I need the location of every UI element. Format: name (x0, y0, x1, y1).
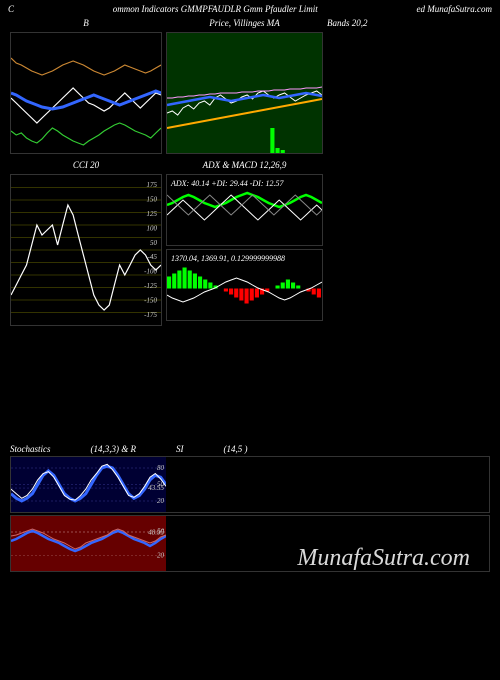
svg-text:20: 20 (157, 551, 165, 559)
row-1: B Price, Villinges MA Bands 20,2 (0, 18, 500, 154)
stoch-params: (14,3,3) & R (91, 444, 137, 454)
svg-text:150: 150 (147, 195, 158, 203)
chart-adx: ADX: 40.14 +DI: 29.44 -DI: 12.57 (167, 175, 322, 245)
svg-text:ADX: 40.14 +DI: 29.44 -DI:: ADX: 40.14 +DI: 29.44 -DI: 12.57 (170, 179, 284, 188)
panel-price: Price, Villinges MA (166, 18, 323, 154)
svg-text:20: 20 (157, 497, 165, 505)
panel-adx-title: ADX & MACD 12,26,9 (166, 160, 323, 172)
rsi-params: (14,5 ) (224, 444, 248, 454)
stoch-label: Stochastics (10, 444, 51, 454)
chart-macd: 1370.04, 1369.91, 0.129999999988 (167, 250, 322, 320)
svg-text:175: 175 (147, 181, 158, 189)
row-2: CCI 20 17515012510050-45-100-125-150-175… (0, 160, 500, 326)
watermark: MunafaSutra.com (297, 545, 470, 572)
panel-price-title: Price, Villinges MA (166, 18, 323, 30)
rsi-label: SI (176, 444, 184, 454)
chart-price (167, 33, 322, 153)
svg-text:1370.04, 1369.91, 0.129999: 1370.04, 1369.91, 0.129999999988 (171, 254, 285, 263)
svg-text:-125: -125 (144, 282, 157, 290)
chart-rsi: 5048.9520 (11, 516, 166, 571)
panel-bb-title: B (10, 18, 162, 30)
panel-cci: CCI 20 17515012510050-45-100-125-150-175 (10, 160, 162, 326)
svg-text:50: 50 (150, 239, 158, 247)
chart-cci: 17515012510050-45-100-125-150-175 (11, 175, 161, 325)
svg-text:43.55: 43.55 (148, 484, 164, 492)
panel-bands: Bands 20,2 (327, 18, 368, 154)
panel-bb: B (10, 18, 162, 154)
svg-text:125: 125 (147, 210, 158, 218)
page-header: C ommon Indicators GMMPFAUDLR Gmm Pfaudl… (0, 0, 500, 18)
chart-stoch: 805043.5520 (11, 457, 166, 512)
panel-cci-title: CCI 20 (10, 160, 162, 172)
header-left: C (8, 4, 14, 14)
stoch-section-title: Stochastics (14,3,3) & R SI (14,5 ) (0, 442, 500, 456)
svg-text:-175: -175 (144, 311, 157, 319)
panel-adx-macd: ADX & MACD 12,26,9 ADX: 40.14 +DI: 29.44… (166, 160, 323, 326)
svg-text:80: 80 (157, 464, 165, 472)
svg-text:48.95: 48.95 (148, 529, 164, 537)
svg-text:-150: -150 (144, 297, 157, 305)
svg-text:100: 100 (147, 224, 158, 232)
chart-bb (11, 33, 161, 153)
svg-text:-45: -45 (148, 253, 158, 261)
panel-bands-title: Bands 20,2 (327, 18, 368, 30)
header-center: ommon Indicators GMMPFAUDLR Gmm Pfaudler… (113, 4, 318, 14)
header-right: ed MunafaSutra.com (417, 4, 493, 14)
